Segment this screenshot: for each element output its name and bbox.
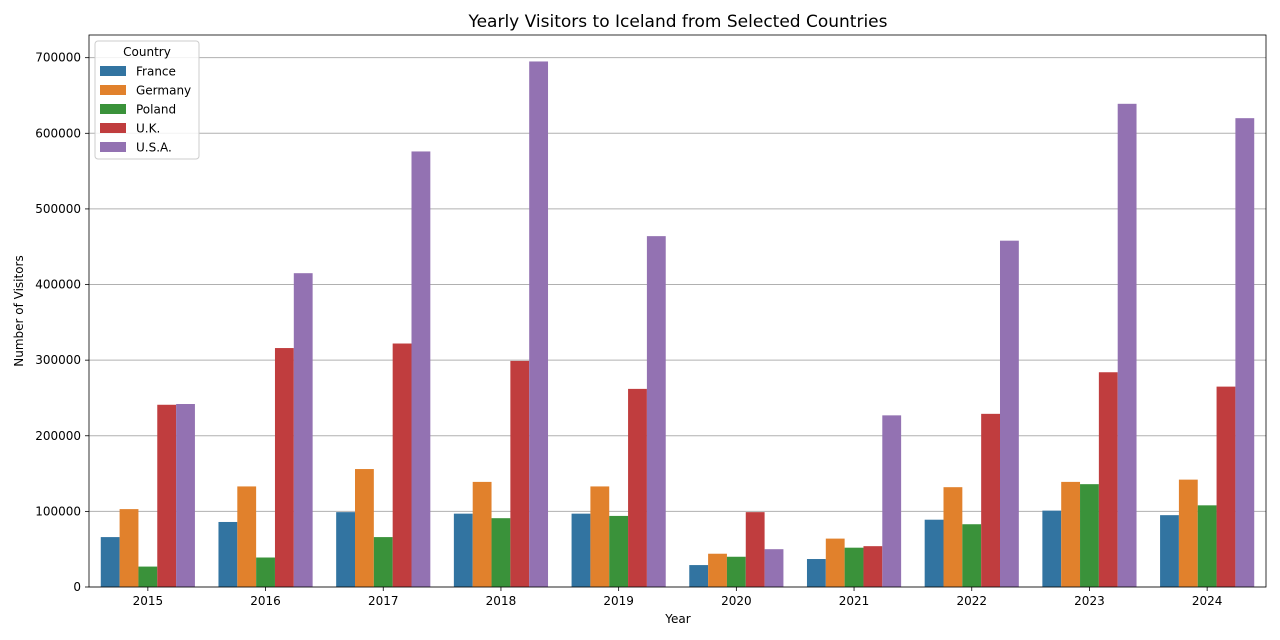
- bar-poland-2018: [491, 518, 511, 587]
- bar-poland-2024: [1197, 505, 1217, 587]
- legend-items: France Germany Poland U.K. U.S.A.: [100, 65, 191, 155]
- legend-swatch: [100, 104, 126, 114]
- y-axis-label: Number of Visitors: [12, 255, 26, 367]
- bar-france-2017: [336, 512, 356, 587]
- y-tick-label: 300000: [35, 353, 81, 367]
- x-tick-label: 2024: [1192, 594, 1223, 608]
- bar-uk-2015: [157, 404, 177, 587]
- y-tick-label: 0: [73, 580, 81, 594]
- x-tick-label: 2015: [133, 594, 164, 608]
- bar-france-2021: [806, 559, 826, 587]
- bar-france-2015: [100, 537, 120, 587]
- legend-label: U.S.A.: [136, 141, 172, 155]
- bar-poland-2020: [726, 556, 746, 587]
- x-tick-label: 2017: [368, 594, 399, 608]
- bar-uk-2021: [863, 546, 883, 587]
- bar-germany-2017: [355, 469, 374, 587]
- bar-germany-2021: [825, 538, 845, 587]
- bar-usa-2021: [882, 415, 902, 587]
- legend-label: France: [136, 65, 176, 79]
- bar-germany-2020: [708, 553, 727, 587]
- bar-usa-2023: [1117, 103, 1137, 587]
- x-tick-label: 2019: [603, 594, 634, 608]
- bar-poland-2017: [373, 537, 393, 587]
- bar-uk-2018: [510, 360, 530, 587]
- x-tick-label: 2023: [1074, 594, 1105, 608]
- bar-france-2024: [1160, 515, 1179, 587]
- bar-usa-2016: [293, 273, 313, 587]
- bar-uk-2022: [981, 413, 1000, 587]
- legend-label: Germany: [136, 84, 191, 98]
- legend-label: U.K.: [136, 122, 160, 136]
- plot-frame: [88, 34, 1267, 588]
- y-tick-label: 600000: [35, 126, 81, 140]
- x-axis-label: Year: [664, 612, 690, 626]
- bar-germany-2018: [472, 481, 492, 587]
- bar-poland-2016: [256, 557, 275, 587]
- legend: Country France Germany Poland U.K. U.S.A.: [94, 40, 200, 160]
- bar-usa-2019: [646, 236, 666, 588]
- bar-france-2018: [453, 513, 473, 587]
- bar-uk-2020: [745, 512, 765, 587]
- bar-uk-2023: [1098, 372, 1118, 587]
- bar-uk-2019: [628, 388, 647, 587]
- legend-swatch: [100, 66, 126, 76]
- bar-france-2023: [1042, 510, 1062, 587]
- bar-germany-2015: [119, 509, 139, 587]
- legend-swatch: [100, 142, 126, 152]
- y-tick-label: 100000: [35, 504, 81, 518]
- bar-france-2020: [689, 565, 709, 587]
- bar-germany-2019: [590, 486, 610, 587]
- y-tick-label: 500000: [35, 202, 81, 216]
- legend-label: Poland: [136, 103, 176, 117]
- y-tick-label: 400000: [35, 278, 81, 292]
- y-tick-label: 200000: [35, 429, 81, 443]
- bar-poland-2015: [138, 566, 158, 587]
- bar-poland-2021: [844, 547, 864, 587]
- y-tick-label: 700000: [35, 51, 81, 65]
- x-tick-label: 2022: [956, 594, 987, 608]
- bar-france-2019: [571, 513, 591, 587]
- x-axis-ticks: 2015 2016 2017 2018 2019 2020 2021 2022 2023 2024: [133, 587, 1223, 608]
- y-axis-ticks: 0 100000 200000 300000 400000 500000 600000 700…: [35, 51, 89, 594]
- bars-group: [100, 61, 1255, 588]
- bar-uk-2016: [274, 348, 294, 587]
- x-tick-label: 2020: [721, 594, 752, 608]
- bar-usa-2020: [764, 549, 784, 587]
- bar-france-2016: [218, 521, 238, 587]
- bar-poland-2022: [962, 524, 982, 587]
- x-tick-label: 2016: [250, 594, 281, 608]
- legend-swatch: [100, 123, 126, 133]
- chart-title: Yearly Visitors to Iceland from Selected…: [467, 12, 887, 32]
- bar-usa-2024: [1235, 118, 1255, 587]
- bar-uk-2017: [392, 343, 412, 587]
- bar-germany-2024: [1178, 479, 1198, 587]
- bar-usa-2015: [176, 404, 195, 587]
- bar-usa-2022: [999, 240, 1019, 588]
- bar-poland-2023: [1080, 484, 1099, 587]
- bar-germany-2016: [237, 486, 257, 587]
- bar-usa-2017: [411, 151, 431, 587]
- bar-uk-2024: [1216, 386, 1236, 587]
- legend-title: Country: [123, 45, 171, 59]
- bar-poland-2019: [609, 515, 629, 587]
- x-tick-label: 2018: [486, 594, 517, 608]
- bar-germany-2022: [943, 487, 963, 587]
- bar-usa-2018: [529, 61, 549, 587]
- bar-france-2022: [924, 519, 944, 587]
- bar-germany-2023: [1061, 481, 1081, 587]
- legend-swatch: [100, 85, 126, 95]
- x-tick-label: 2021: [839, 594, 870, 608]
